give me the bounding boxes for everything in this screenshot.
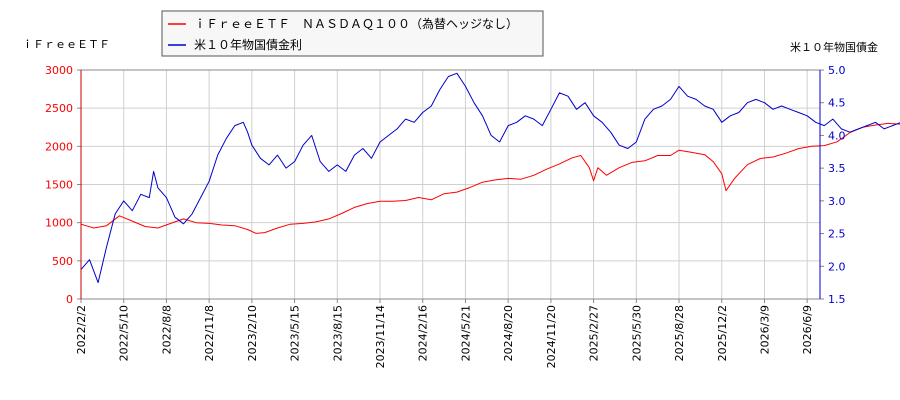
- right-tick-label: 4.0: [828, 129, 846, 142]
- x-tick-label: 2025/8/28: [673, 305, 686, 361]
- x-tick-label: 2022/2/2: [75, 305, 88, 354]
- x-tick-label: 2023/2/10: [246, 305, 259, 361]
- left-tick-label: 1000: [45, 217, 73, 230]
- left-tick-label: 2000: [45, 140, 73, 153]
- left-axis-ticks: 0 500 1000 1500 2000 2500 3000: [45, 64, 82, 306]
- x-tick-label: 2023/11/14: [374, 305, 387, 368]
- right-tick-label: 3.0: [828, 195, 846, 208]
- x-tick-label: 2025/12/2: [716, 305, 729, 361]
- x-tick-label: 2026/6/9: [801, 305, 814, 354]
- x-axis-ticks: 2022/2/2 2022/5/10 2022/8/8 2022/11/8 2023/2…: [75, 299, 814, 368]
- x-tick-label: 2022/8/8: [160, 305, 173, 354]
- right-tick-label: 3.5: [828, 162, 846, 175]
- right-axis-ticks: 1.5 2.0 2.5 3.0 3.5 4.0 4.5 5.0: [819, 64, 846, 306]
- left-axis-title: ｉＦｒｅｅＥＴＦ: [22, 38, 110, 51]
- x-tick-label: 2024/11/20: [545, 305, 558, 368]
- legend-label-us10y: 米１０年物国債金利: [194, 37, 302, 52]
- x-tick-label: 2024/8/20: [502, 305, 515, 361]
- left-tick-label: 3000: [45, 64, 73, 77]
- x-tick-label: 2024/2/16: [417, 305, 430, 361]
- x-tick-label: 2023/8/15: [331, 305, 344, 361]
- left-tick-label: 2500: [45, 102, 73, 115]
- legend: ｉＦｒｅｅＥＴＦ ＮＡＳＤＡＱ１００（為替ヘッジなし） 米１０年物国債金利: [161, 10, 544, 57]
- x-tick-label: 2026/3/9: [758, 305, 771, 354]
- left-tick-label: 1500: [45, 179, 73, 192]
- right-axis-title: 米１０年物国債金: [790, 40, 878, 54]
- right-tick-label: 2.5: [828, 228, 846, 241]
- left-tick-label: 500: [52, 255, 73, 268]
- legend-label-ifreeetf: ｉＦｒｅｅＥＴＦ ＮＡＳＤＡＱ１００（為替ヘッジなし）: [194, 17, 518, 31]
- right-tick-label: 5.0: [828, 64, 846, 77]
- x-tick-label: 2023/5/15: [289, 305, 302, 361]
- x-tick-label: 2022/5/10: [118, 305, 131, 361]
- series-layer: [80, 72, 900, 284]
- x-tick-label: 2024/5/21: [459, 305, 472, 361]
- x-tick-label: 2025/2/27: [588, 305, 601, 361]
- series-line-ifreeetf: [80, 122, 900, 234]
- right-tick-label: 1.5: [828, 293, 846, 306]
- left-tick-label: 0: [66, 293, 73, 306]
- x-tick-label: 2025/5/30: [630, 305, 643, 361]
- series-line-us10y: [80, 72, 900, 284]
- legend-box: [161, 10, 544, 57]
- right-tick-label: 2.0: [828, 260, 846, 273]
- right-tick-label: 4.5: [828, 97, 846, 110]
- grid-lines: [80, 69, 820, 300]
- x-tick-label: 2022/11/8: [203, 305, 216, 361]
